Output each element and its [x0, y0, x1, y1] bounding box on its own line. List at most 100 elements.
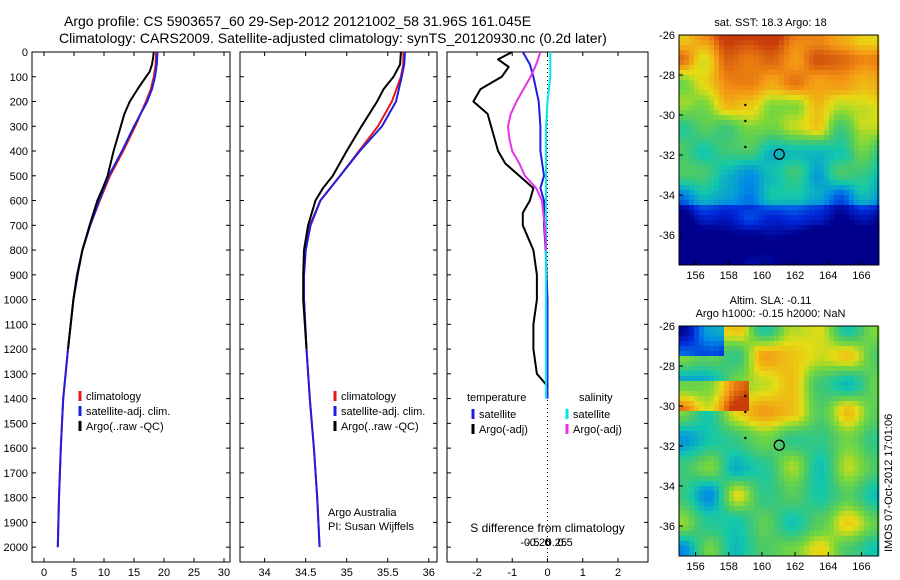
- map-cell: [694, 150, 700, 156]
- map-cell: [824, 185, 830, 191]
- map-cell: [704, 446, 710, 452]
- difference-series-line: [507, 51, 548, 251]
- map-cell: [729, 336, 735, 342]
- map-cell: [789, 526, 795, 532]
- map-cell: [869, 471, 875, 477]
- map-longitude-label: 158: [720, 561, 738, 573]
- map-cell: [774, 431, 780, 437]
- map-cell: [784, 195, 790, 201]
- map-cell: [769, 516, 775, 522]
- map-cell: [689, 70, 695, 76]
- map-cell: [709, 431, 715, 437]
- map-cell: [819, 361, 825, 367]
- map-cell: [689, 491, 695, 497]
- map-cell: [679, 45, 685, 51]
- map-cell: [689, 456, 695, 462]
- map-cell: [789, 100, 795, 106]
- map-cell: [854, 421, 860, 427]
- map-cell: [684, 376, 690, 382]
- map-cell: [719, 120, 725, 126]
- map-cell: [859, 230, 865, 236]
- map-cell: [774, 436, 780, 442]
- map-cell: [744, 421, 750, 427]
- map-cell: [749, 120, 755, 126]
- map-cell: [864, 476, 870, 482]
- map-cell: [769, 446, 775, 452]
- map-cell: [789, 386, 795, 392]
- map-cell: [819, 230, 825, 236]
- map-cell: [869, 531, 875, 537]
- map-cell: [699, 391, 705, 397]
- map-cell: [724, 356, 730, 362]
- map-cell: [819, 371, 825, 377]
- map-cell: [739, 75, 745, 81]
- map-cell: [809, 190, 815, 196]
- map-cell: [689, 80, 695, 86]
- map-cell: [789, 431, 795, 437]
- map-cell: [854, 200, 860, 206]
- map-cell: [709, 381, 715, 387]
- map-cell: [689, 150, 695, 156]
- map-cell: [869, 165, 875, 171]
- map-cell: [744, 250, 750, 256]
- map-cell: [829, 361, 835, 367]
- map-cell: [844, 250, 850, 256]
- map-cell: [754, 175, 760, 181]
- map-cell: [844, 180, 850, 186]
- map-cell: [824, 75, 830, 81]
- map-cell: [789, 80, 795, 86]
- depth-tick-label: 700: [10, 220, 28, 232]
- map-cell: [709, 80, 715, 86]
- map-cell: [849, 481, 855, 487]
- map-cell: [779, 170, 785, 176]
- figure-title-line1: Argo profile: CS 5903657_60 29-Sep-2012 …: [64, 13, 531, 29]
- map-cell: [689, 65, 695, 71]
- map-cell: [709, 210, 715, 216]
- map-cell: [859, 531, 865, 537]
- map-cell: [769, 180, 775, 186]
- map-cell: [689, 386, 695, 392]
- map-cell: [719, 526, 725, 532]
- map-cell: [799, 551, 805, 557]
- map-cell: [834, 351, 840, 357]
- map-cell: [714, 431, 720, 437]
- map-cell: [874, 230, 880, 236]
- map-cell: [839, 225, 845, 231]
- map-cell: [824, 105, 830, 111]
- map-cell: [844, 160, 850, 166]
- map-cell: [779, 260, 785, 266]
- map-cell: [759, 205, 765, 211]
- map-cell: [819, 220, 825, 226]
- map-cell: [824, 396, 830, 402]
- map-cell: [774, 446, 780, 452]
- map-cell: [769, 356, 775, 362]
- map-cell: [809, 451, 815, 457]
- map-cell: [689, 371, 695, 377]
- map-cell: [819, 456, 825, 462]
- map-cell: [779, 195, 785, 201]
- map-cell: [724, 260, 730, 266]
- map-cell: [824, 531, 830, 537]
- map-cell: [799, 421, 805, 427]
- map-cell: [819, 250, 825, 256]
- map-cell: [714, 341, 720, 347]
- map-cell: [799, 486, 805, 492]
- map-cell: [684, 506, 690, 512]
- map-cell: [844, 336, 850, 342]
- map-cell: [834, 481, 840, 487]
- map-cell: [764, 416, 770, 422]
- map-cell: [874, 331, 880, 337]
- map-cell: [834, 65, 840, 71]
- map-cell: [754, 336, 760, 342]
- map-cell: [789, 551, 795, 557]
- map-cell: [744, 401, 750, 407]
- map-cell: [789, 190, 795, 196]
- map-cell: [784, 386, 790, 392]
- map-cell: [724, 411, 730, 417]
- map-cell: [734, 401, 740, 407]
- map-cell: [799, 210, 805, 216]
- map-cell: [764, 260, 770, 266]
- map-cell: [804, 235, 810, 241]
- map-cell: [689, 351, 695, 357]
- map-cell: [734, 65, 740, 71]
